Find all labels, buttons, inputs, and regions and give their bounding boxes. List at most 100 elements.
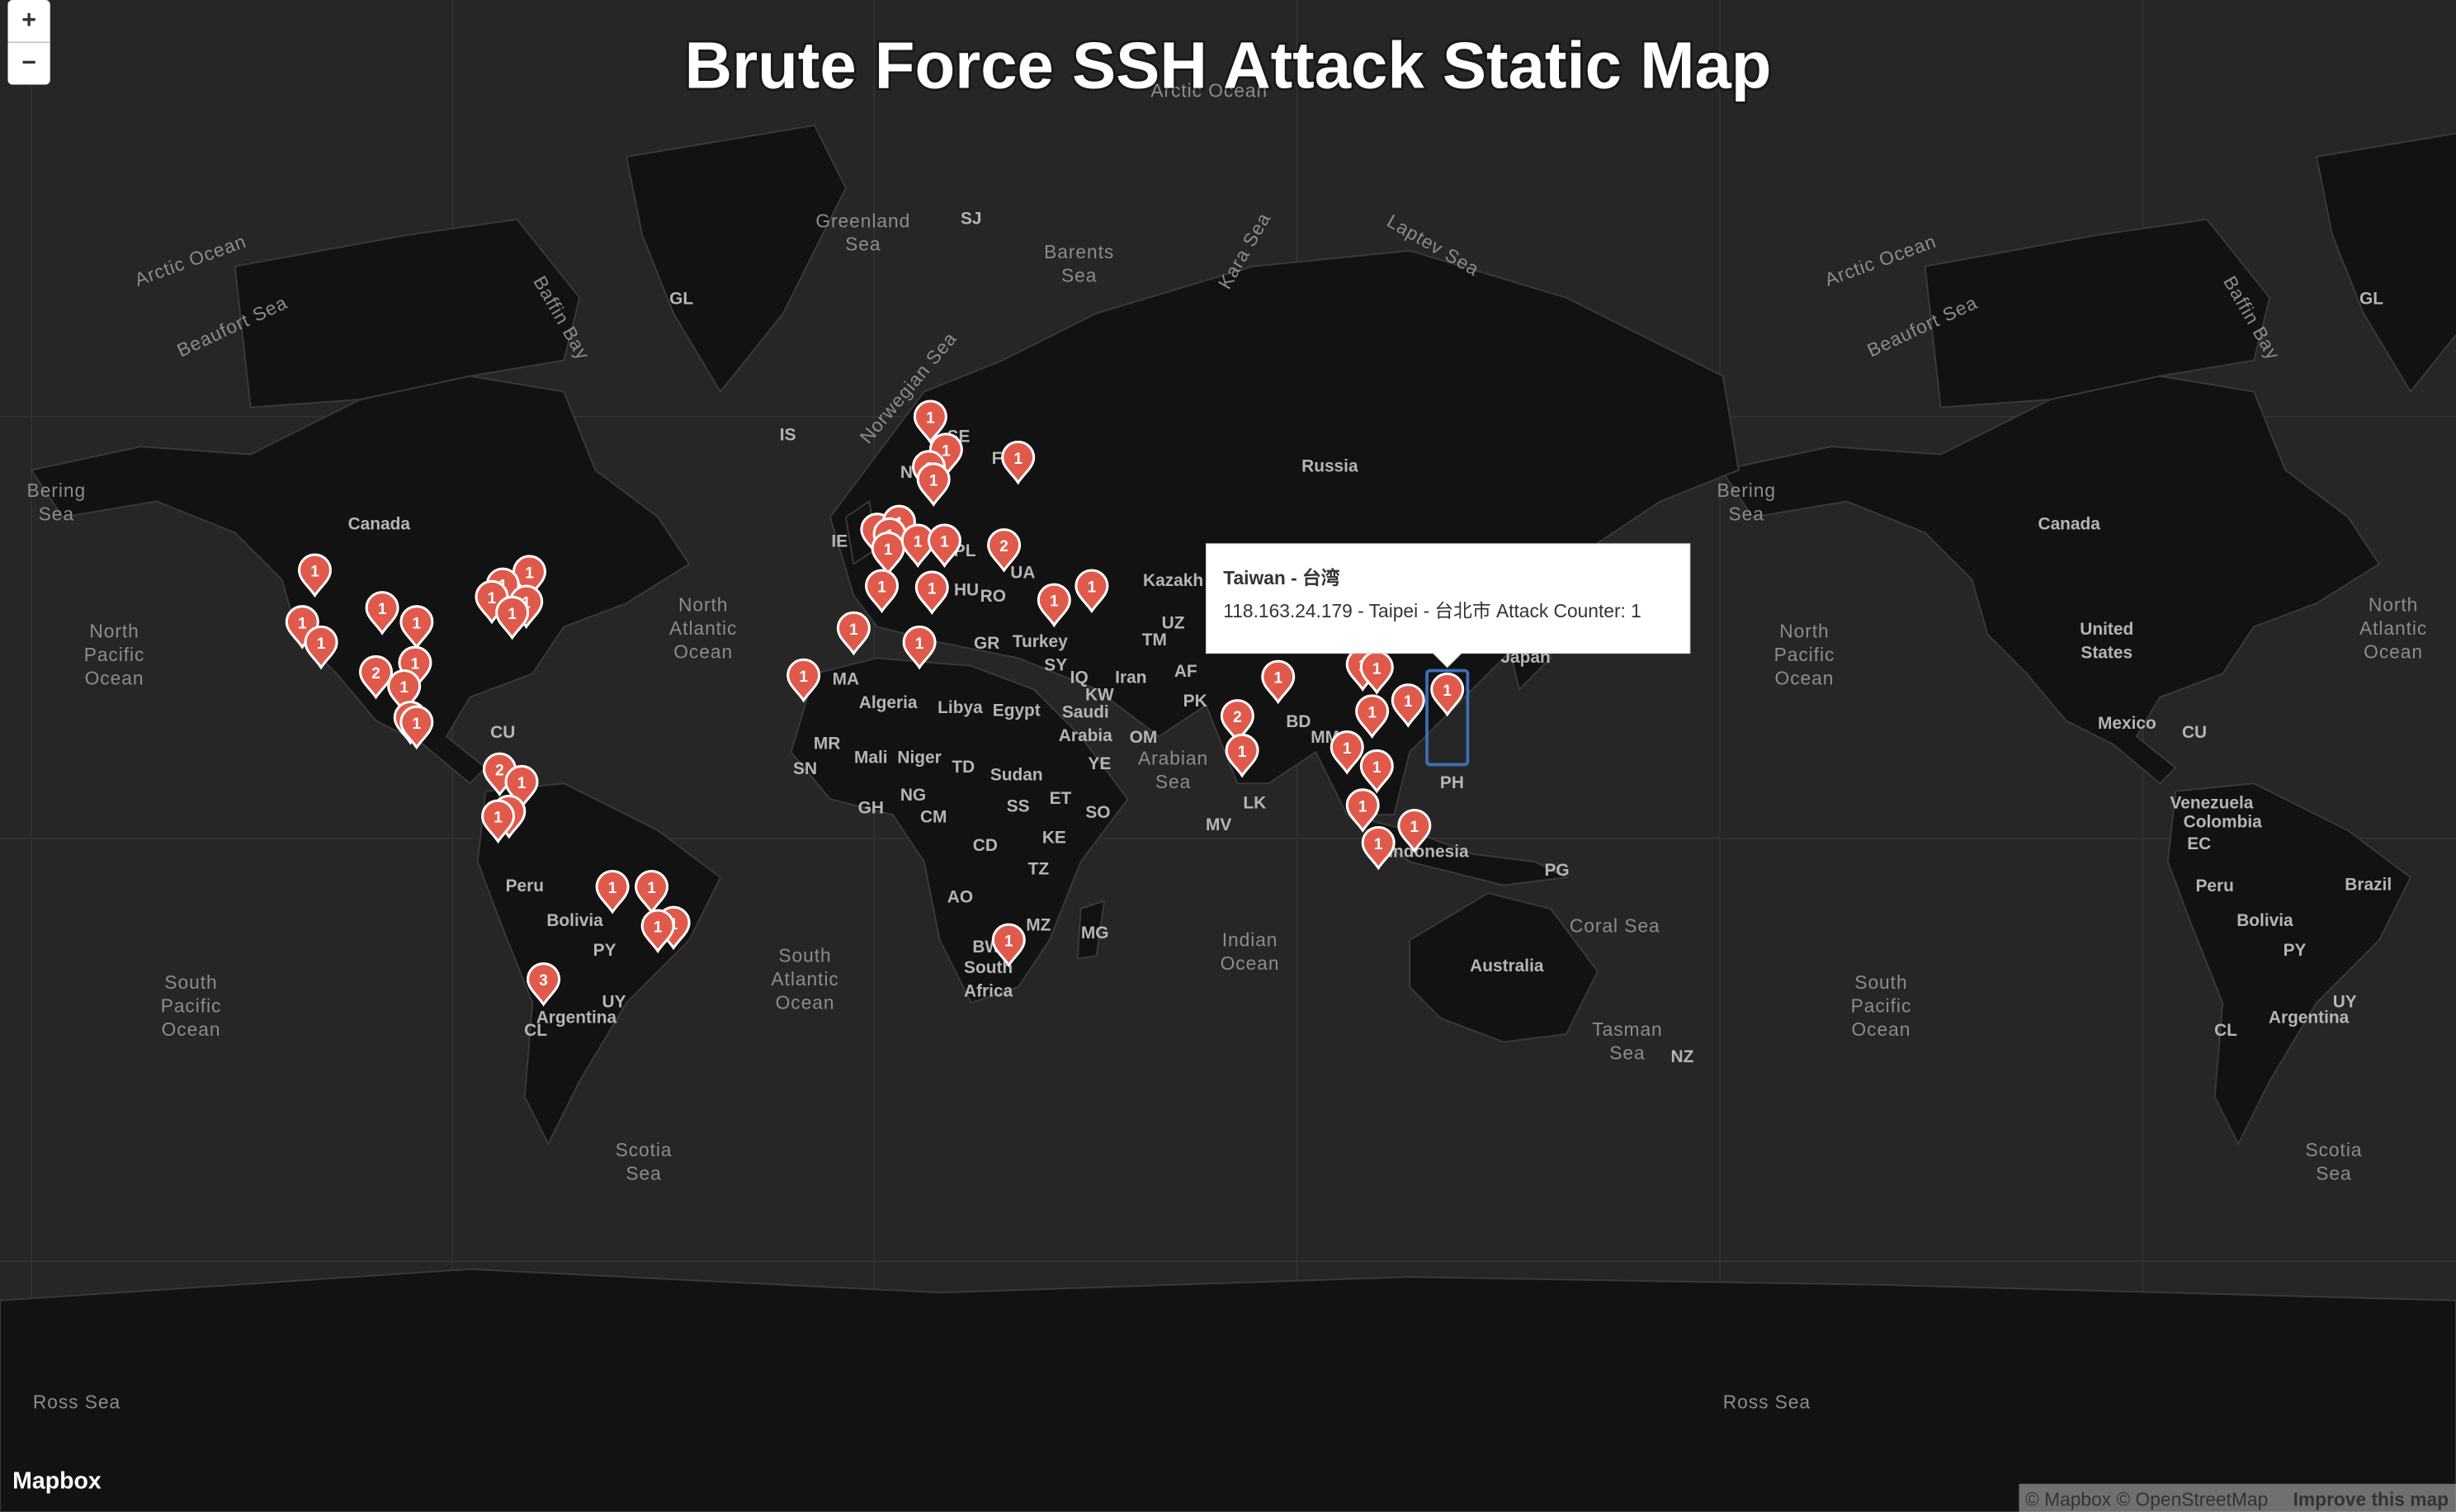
map-label: OM [1130, 728, 1158, 747]
attack-marker[interactable]: 1 [1430, 672, 1465, 717]
map-label: Argentina [536, 1009, 617, 1028]
map-label: Bolivia [546, 911, 603, 930]
marker-count: 2 [371, 665, 380, 683]
marker-pin [481, 799, 516, 844]
marker-pin [902, 625, 937, 670]
map-label: PH [1440, 773, 1464, 792]
attack-marker[interactable]: 1 [913, 399, 947, 445]
map-label: North Pacific Ocean [84, 621, 145, 689]
attack-marker[interactable]: 1 [1345, 788, 1380, 833]
marker-count: 1 [508, 606, 517, 623]
attack-marker[interactable]: 1 [927, 523, 961, 569]
marker-pin [1430, 672, 1465, 717]
map-label: Argentina [2269, 1009, 2350, 1028]
marker-pin [927, 523, 961, 569]
attack-marker[interactable]: 1 [1225, 733, 1259, 778]
marker-pin [595, 870, 630, 914]
marker-count: 1 [399, 679, 409, 697]
attack-marker[interactable]: 1 [1355, 694, 1390, 739]
marker-count: 1 [929, 473, 938, 490]
attack-marker[interactable]: 1 [481, 799, 516, 844]
attack-marker[interactable]: 1 [914, 570, 949, 616]
attack-marker[interactable]: 1 [916, 462, 951, 508]
map-label: Bering Sea [1717, 480, 1776, 524]
marker-pin [786, 658, 821, 703]
attack-marker[interactable]: 1 [635, 870, 669, 914]
map-label: KE [1042, 828, 1066, 847]
marker-pin [495, 595, 530, 640]
map-label: Arabian Sea [1138, 747, 1208, 791]
map-label: CM [920, 808, 947, 827]
attack-marker[interactable]: 1 [1261, 659, 1296, 705]
marker-count: 1 [1372, 759, 1382, 777]
marker-count: 1 [608, 880, 617, 897]
attack-marker[interactable]: 1 [1397, 809, 1432, 853]
attack-marker[interactable]: 2 [987, 528, 1022, 573]
marker-pin [304, 625, 338, 670]
marker-pin [836, 611, 871, 656]
marker-count: 1 [915, 636, 924, 653]
attack-marker[interactable]: 1 [836, 611, 871, 656]
map-label: MV [1206, 815, 1231, 834]
attack-marker[interactable]: 1 [399, 705, 434, 750]
attack-marker[interactable]: 1 [495, 595, 530, 640]
attack-marker[interactable]: 1 [1361, 825, 1396, 871]
markers: 1 1 1 1 1 2 1 1 1 1 1 1 1 1 1 2 1 1 1 1 1 1 1 3 1 1 1 1 1 1 1 1 1 1 1 2 1 1 1 1… [285, 399, 1465, 1007]
marker-count: 1 [942, 442, 951, 460]
attack-marker[interactable]: 1 [902, 625, 937, 670]
attack-marker[interactable]: 1 [399, 605, 434, 650]
attack-marker[interactable]: 1 [991, 923, 1026, 968]
attack-marker[interactable]: 1 [1001, 440, 1036, 485]
map-label: Canada [2038, 515, 2100, 534]
map-label: SS [1007, 796, 1030, 815]
map-label: MG [1081, 924, 1109, 943]
map-label: Kazakh [1143, 571, 1203, 590]
marker-pin [1074, 569, 1109, 614]
mapbox-logo[interactable]: Mapbox [12, 1468, 102, 1495]
attack-marker[interactable]: 1 [1074, 569, 1109, 614]
map-label: AF [1174, 662, 1197, 681]
marker-count: 1 [940, 534, 949, 551]
attack-marker[interactable]: 1 [297, 553, 332, 598]
attribution-link[interactable]: Improve this map [2293, 1488, 2449, 1510]
map-label: Venezuela [2170, 794, 2253, 813]
attack-marker[interactable]: 1 [1391, 683, 1425, 728]
marker-count: 1 [525, 565, 534, 583]
popup[interactable]: Taiwan - 台湾 118.163.24.179 - Taipei - 台北… [1205, 543, 1691, 669]
map-label: NG [900, 786, 926, 805]
popup-box [1205, 543, 1691, 669]
attack-marker[interactable]: 1 [304, 625, 338, 670]
attack-marker[interactable]: 1 [1330, 730, 1364, 775]
attack-marker[interactable]: 1 [640, 909, 675, 954]
attack-marker[interactable]: 2 [1220, 699, 1254, 744]
marker-count: 1 [378, 601, 387, 618]
taiwan-highlight [1425, 669, 1470, 767]
attack-marker[interactable]: 1 [595, 870, 630, 914]
attack-marker[interactable]: 1 [786, 658, 821, 703]
map-label: TM [1142, 631, 1167, 650]
attack-marker[interactable]: 1 [365, 591, 399, 636]
attack-marker[interactable]: 1 [1037, 583, 1071, 628]
map-label: GH [858, 798, 884, 817]
attack-marker[interactable]: 1 [871, 532, 905, 576]
zoom-out[interactable]: − [21, 49, 36, 76]
marker-count: 1 [1088, 579, 1097, 597]
map-label: CU [2182, 723, 2207, 742]
attack-marker[interactable]: 3 [527, 962, 561, 1007]
map-label: SY [1044, 656, 1067, 675]
map-label: MZ [1026, 916, 1051, 935]
marker-count: 1 [494, 810, 503, 827]
map-label: Indonesia [1388, 842, 1469, 861]
attack-marker[interactable]: 1 [865, 569, 900, 614]
zoom-in[interactable]: + [21, 7, 36, 34]
marker-pin [1345, 788, 1380, 833]
map-label: Saudi Arabia [1059, 702, 1112, 744]
marker-count: 1 [1410, 819, 1419, 836]
map-label: CL [2214, 1021, 2237, 1040]
map-label: YE [1088, 754, 1111, 773]
map-label: Arctic Ocean [1150, 80, 1268, 102]
attack-marker[interactable]: 1 [1359, 749, 1394, 794]
map-label: North Atlantic Ocean [2359, 593, 2427, 662]
marker-count: 1 [1013, 451, 1023, 468]
